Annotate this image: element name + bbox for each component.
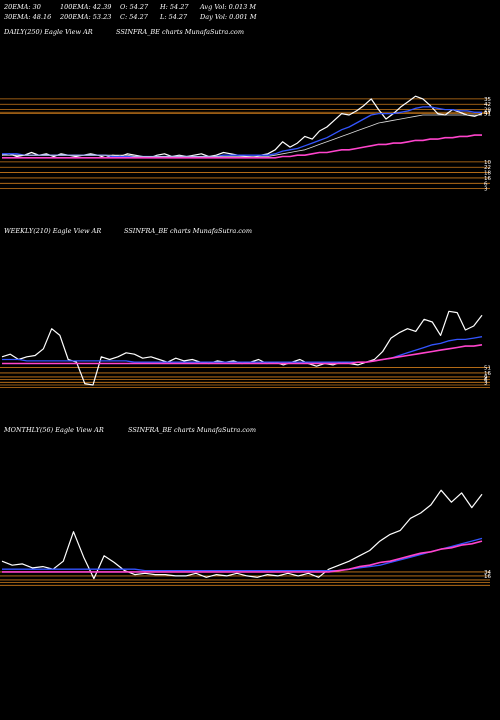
header-ema20: 20EMA: 30	[4, 3, 41, 11]
daily-panel-title: DAILY(250) Eagle View AR	[4, 28, 93, 36]
monthly-ema-pink-line	[2, 540, 483, 573]
header-ema30: 30EMA: 48.16	[4, 13, 52, 21]
weekly-panel-title: WEEKLY(210) Eagle View AR	[4, 227, 102, 235]
weekly-price-line	[1, 310, 483, 386]
weekly-axis-label: 6	[484, 378, 488, 384]
monthly-panel-source: SSINFRA_BE charts MunafaSutra.com	[128, 426, 257, 434]
daily-axis-label: 16	[484, 176, 491, 182]
weekly-axis-label: 16	[484, 371, 491, 377]
weekly-ema-pink-line	[2, 344, 483, 365]
header-avg-vol: Avg Vol: 0.013 M	[200, 3, 257, 11]
daily-axis-label: 6	[484, 181, 488, 187]
monthly-ema-blue-line	[2, 537, 483, 572]
daily-axis-label: 3	[484, 187, 488, 193]
weekly-panel-source: SSINFRA_BE charts MunafaSutra.com	[124, 227, 253, 235]
daily-axis-label: 29	[484, 108, 491, 114]
weekly-axis-label: 9	[484, 375, 488, 381]
weekly-axis-label: 51	[484, 366, 491, 372]
monthly-axis-label: 16	[484, 574, 491, 580]
daily-ema-pink-line	[2, 134, 482, 159]
daily-axis-label: 51	[484, 112, 491, 118]
daily-axis-label: 18	[484, 171, 491, 177]
header-day-vol: Day Vol: 0.001 M	[200, 13, 257, 21]
monthly-axis-label: 34	[484, 570, 491, 576]
daily-axis-label: 10	[484, 160, 491, 166]
header-open: O: 54.27	[120, 3, 149, 11]
header-high: H: 54.27	[160, 3, 189, 11]
header-close: C: 54.27	[120, 13, 148, 21]
daily-panel-source: SSINFRA_BE charts MunafaSutra.com	[116, 28, 245, 36]
monthly-price-line	[1, 489, 483, 580]
header-ema100: 100EMA: 42.39	[60, 3, 112, 11]
monthly-panel-title: MONTHLY(56) Eagle View AR	[4, 426, 104, 434]
daily-price-line	[1, 95, 483, 159]
header-low: L: 54.27	[160, 13, 188, 21]
daily-axis-label: 47	[484, 110, 491, 116]
daily-axis-label: 35	[484, 97, 491, 103]
weekly-ema-blue-line	[2, 336, 483, 363]
weekly-axis-label: 3	[484, 380, 488, 386]
daily-ema-white-line	[2, 114, 482, 157]
daily-axis-label: 42	[484, 102, 491, 108]
daily-ema-blue-line	[2, 106, 482, 158]
daily-axis-label: 22	[484, 165, 491, 171]
header-ema200: 200EMA: 53.23	[60, 13, 112, 21]
